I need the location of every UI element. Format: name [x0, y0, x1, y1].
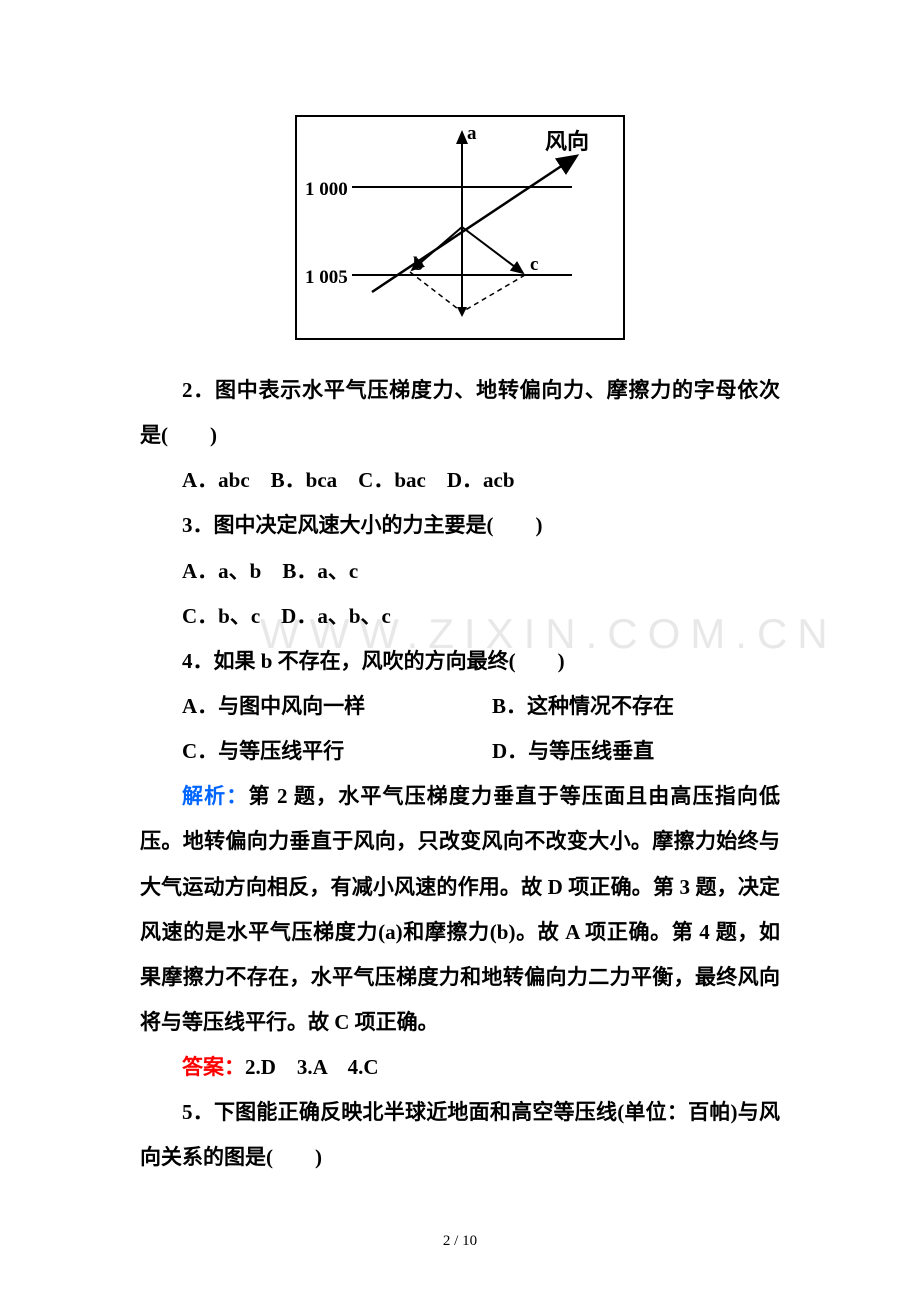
- answer-text: 2.D 3.A 4.C: [245, 1055, 379, 1079]
- label-wind-direction: 风向: [545, 129, 589, 154]
- label-1000: 1 000: [305, 179, 348, 200]
- question-4-option-c: C．与等压线平行: [140, 729, 492, 774]
- document-content: a 风向 1 000 1 005 b c 2．图中表示水平气压梯度力、地转偏向力…: [0, 0, 920, 1241]
- analysis-paragraph: 解析：第 2 题，水平气压梯度力垂直于等压面且由高压指向低压。地转偏向力垂直于风…: [140, 774, 780, 1045]
- page-number: 2 / 10: [0, 1233, 920, 1250]
- question-5: 5．下图能正确反映北半球近地面和高空等压线(单位：百帕)与风向关系的图是( ): [140, 1090, 780, 1180]
- question-3-options-line1: A．a、b B．a、c: [140, 549, 780, 594]
- label-1005: 1 005: [305, 267, 348, 288]
- question-3-options-line2: C．b、c D．a、b、c: [140, 594, 780, 639]
- question-4: 4．如果 b 不存在，风吹的方向最终( ): [140, 639, 780, 684]
- diagram-container: a 风向 1 000 1 005 b c: [140, 115, 780, 340]
- question-4-option-b: B．这种情况不存在: [492, 684, 674, 729]
- question-4-options-row1: A．与图中风向一样 B．这种情况不存在: [140, 684, 780, 729]
- analysis-text: 第 2 题，水平气压梯度力垂直于等压面且由高压指向低压。地转偏向力垂直于风向，只…: [140, 784, 780, 1034]
- label-b: b: [413, 254, 424, 275]
- question-2-options: A．abc B．bca C．bac D．acb: [140, 458, 780, 503]
- question-4-options-row2: C．与等压线平行 D．与等压线垂直: [140, 729, 780, 774]
- answer-label: 答案：: [182, 1055, 245, 1079]
- question-4-option-a: A．与图中风向一样: [140, 684, 492, 729]
- question-2: 2．图中表示水平气压梯度力、地转偏向力、摩擦力的字母依次是( ): [140, 368, 780, 458]
- question-3: 3．图中决定风速大小的力主要是( ): [140, 503, 780, 548]
- label-c: c: [530, 254, 538, 275]
- label-a: a: [467, 123, 477, 144]
- question-4-option-d: D．与等压线垂直: [492, 729, 654, 774]
- answer-paragraph: 答案：2.D 3.A 4.C: [140, 1045, 780, 1090]
- force-diagram: a 风向 1 000 1 005 b c: [295, 115, 625, 340]
- analysis-label: 解析：: [182, 784, 248, 808]
